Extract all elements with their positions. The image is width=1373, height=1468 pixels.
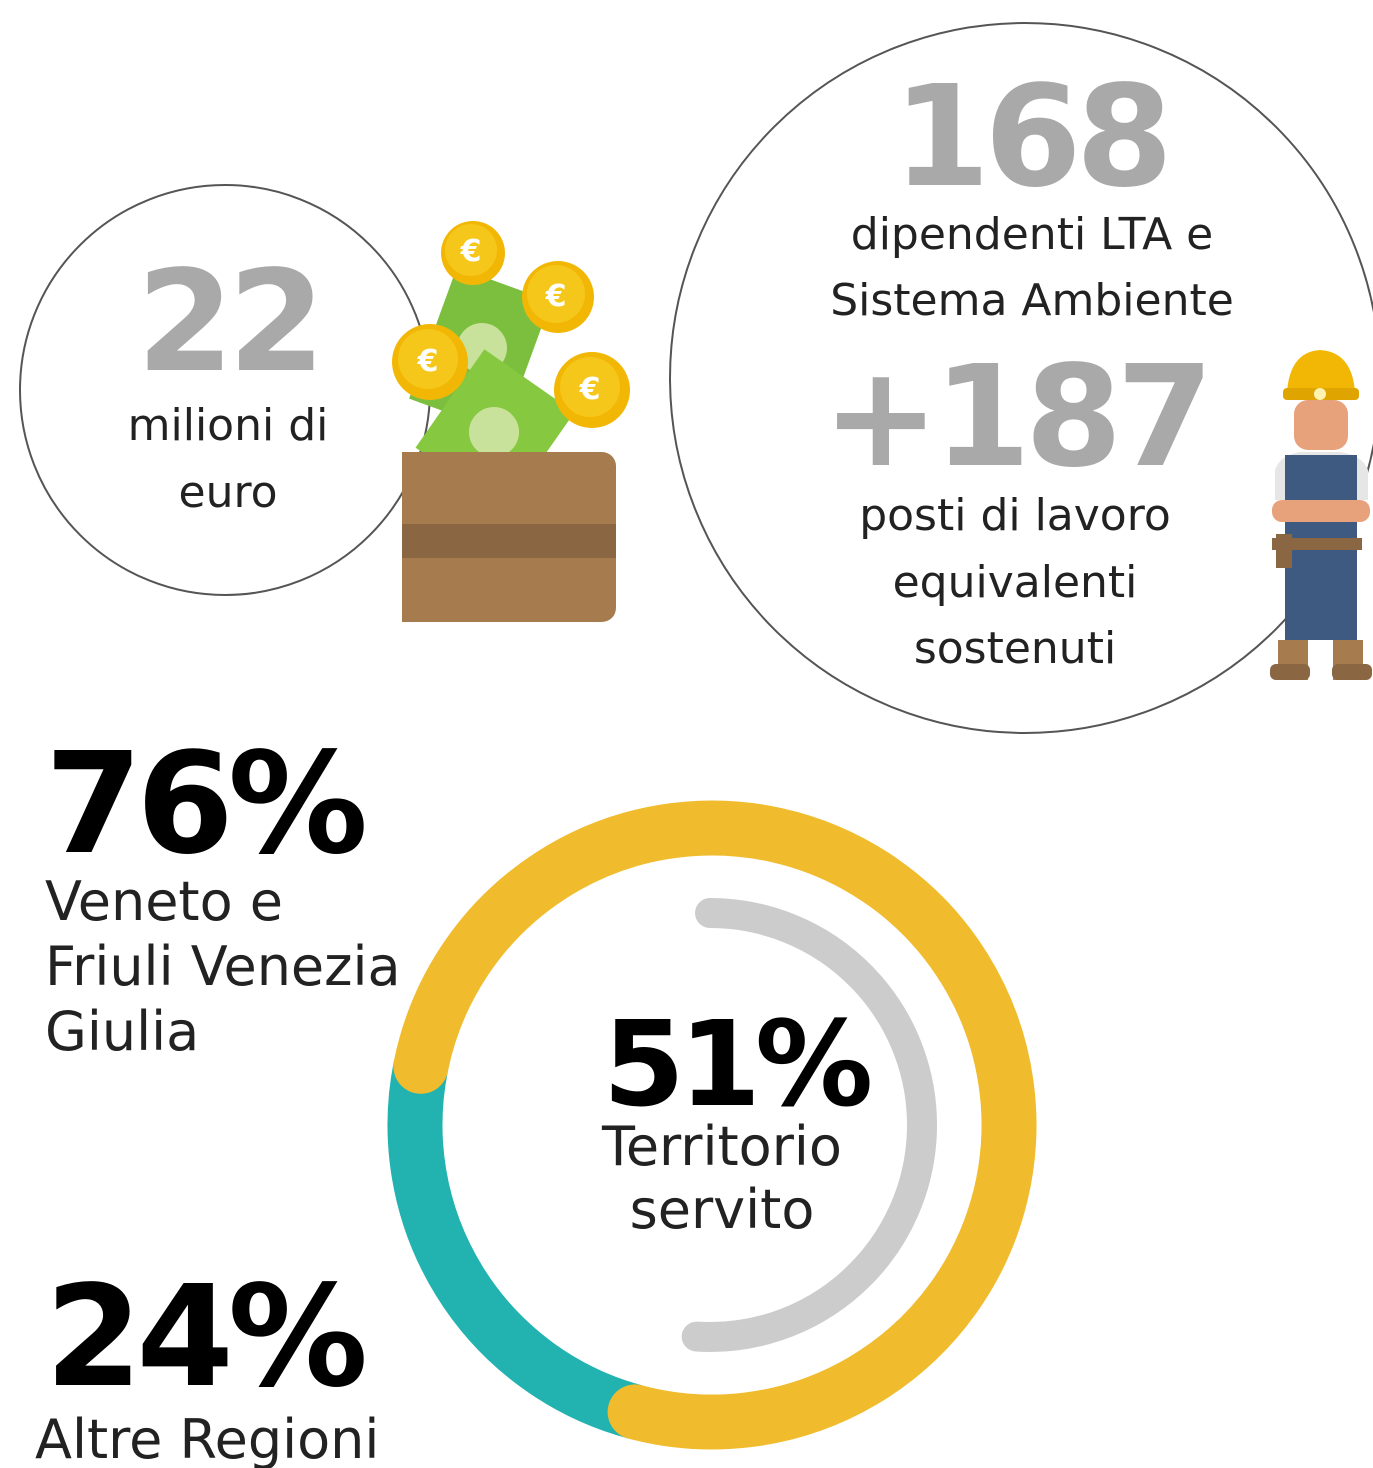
- donut-chart: [387, 800, 1037, 1450]
- donut-segment: [387, 1060, 643, 1439]
- money-label: euro: [179, 467, 278, 518]
- segment-label: Veneto e: [45, 870, 283, 933]
- inner-label: servito: [630, 1178, 815, 1241]
- jobs-label: equivalenti: [893, 557, 1138, 608]
- money-label: milioni di: [128, 400, 329, 451]
- coin-symbol: €: [460, 234, 482, 269]
- worker-icon: [1270, 350, 1372, 680]
- jobs-circle: [669, 22, 1373, 734]
- jobs-number: +187: [822, 336, 1208, 499]
- employees-label: dipendenti LTA e: [851, 209, 1213, 260]
- donut-segment: [393, 800, 1037, 1450]
- money-number: 22: [137, 241, 320, 404]
- jobs-label: posti di lavoro: [859, 490, 1171, 541]
- wallet-icon: € € € €: [392, 221, 630, 622]
- coin-symbol: €: [545, 279, 567, 314]
- segment-label: Altre Regioni: [35, 1408, 379, 1468]
- employees-label: Sistema Ambiente: [830, 275, 1234, 326]
- employees-number: 168: [893, 56, 1167, 219]
- segment-label: Friuli Venezia: [45, 935, 401, 998]
- coin-symbol: €: [417, 344, 439, 379]
- jobs-label: sostenuti: [914, 623, 1116, 674]
- segment-value-label: 24%: [45, 1256, 364, 1419]
- coin-symbol: €: [579, 372, 601, 407]
- inner-value-label: 51%: [603, 995, 870, 1133]
- segment-label: Giulia: [45, 1000, 199, 1063]
- segment-value-label: 76%: [45, 723, 364, 886]
- inner-arc: [681, 898, 937, 1352]
- inner-label: Territorio: [601, 1115, 842, 1178]
